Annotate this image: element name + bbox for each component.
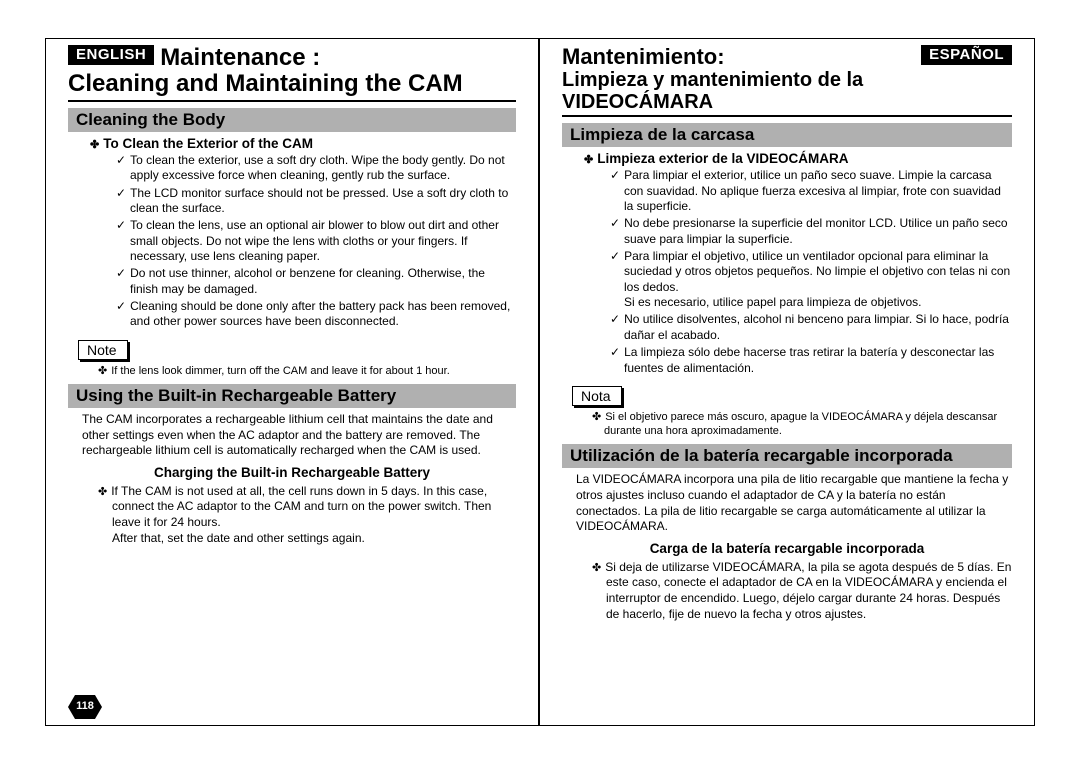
list-item: ✓ Para limpiar el exterior, utilice un pa… [610,168,1012,214]
list-item: ✓ To clean the exterior, use a soft dry c… [116,153,516,184]
diamond-icon: ✤ [90,139,99,151]
check-icon: ✓ [610,312,620,326]
section-head-battery-left: Using the Built-in Rechargeable Battery [68,384,516,408]
section-head-bateria: Utilización de la batería recargable inc… [562,444,1012,468]
diamond-icon: ✤ [98,486,107,498]
item-text: The LCD monitor surface should not be pr… [130,186,508,215]
item-text: No utilice disolventes, alcohol ni bence… [624,312,1009,341]
check-icon: ✓ [116,299,126,313]
title-line1-right: Mantenimiento: [562,45,725,69]
item-text: Para limpiar el objetivo, utilice un ven… [624,249,1010,309]
check-icon: ✓ [610,216,620,230]
check-icon: ✓ [116,218,126,232]
check-icon: ✓ [116,186,126,200]
note-item: ✤Si el objetivo parece más oscuro, apagu… [592,410,1012,439]
list-item: ✓ Cleaning should be done only after the … [116,299,516,330]
item-text: Si deja de utilizarse VIDEOCÁMARA, la pi… [605,560,1011,621]
battery-para-left: The CAM incorporates a rechargeable lith… [82,412,516,459]
subhead-clean-exterior: ✤ To Clean the Exterior of the CAM [90,136,516,151]
check-icon: ✓ [610,345,620,359]
item-text: La limpieza sólo debe hacerse tras retir… [624,345,994,374]
note-box-left: Note [78,340,128,360]
note-text: If the lens look dimmer, turn off the CA… [111,365,450,377]
lang-badge-english: ENGLISH [68,45,154,65]
title-line1-left: Maintenance : [160,45,320,71]
check-icon: ✓ [610,249,620,263]
subhead-limpieza-exterior: ✤ Limpieza exterior de la VIDEOCÁMARA [584,151,1012,166]
list-item: ✓ Do not use thinner, alcohol or benzene … [116,266,516,297]
item-text: Cleaning should be done only after the b… [130,299,510,328]
title-line2-left: Cleaning and Maintaining the CAM [68,71,516,101]
battery-para-right: La VIDEOCÁMARA incorpora una pila de lit… [576,472,1012,534]
item-text: Do not use thinner, alcohol or benzene f… [130,266,485,295]
note-text: Si el objetivo parece más oscuro, apague… [604,411,997,437]
title-row-right: Mantenimiento: ESPAÑOL [562,45,1012,69]
check-icon: ✓ [116,153,126,167]
list-item: ✓ No debe presionarse la superficie del m… [610,216,1012,247]
check-icon: ✓ [116,266,126,280]
check-icon: ✓ [610,168,620,182]
item-text: Para limpiar el exterior, utilice un pañ… [624,168,1001,213]
item-text: To clean the lens, use an optional air b… [130,218,499,263]
page-number: 118 [68,700,102,712]
item-text: No debe presionarse la superficie del mo… [624,216,1008,245]
diamond-icon: ✤ [584,154,593,166]
clean-list-left: ✓ To clean the exterior, use a soft dry c… [116,153,516,330]
note-box-right: Nota [572,386,622,406]
list-item: ✓ No utilice disolventes, alcohol ni benc… [610,312,1012,343]
clean-list-right: ✓ Para limpiar el exterior, utilice un pa… [610,168,1012,376]
section-head-limpieza: Limpieza de la carcasa [562,123,1012,147]
list-item: ✓ Para limpiar el objetivo, utilice un ve… [610,249,1012,310]
subhead-text-right1: Limpieza exterior de la VIDEOCÁMARA [597,151,848,166]
page-number-badge: 118 [68,695,102,719]
item-text: To clean the exterior, use a soft dry cl… [130,153,505,182]
title-row-left: ENGLISH Maintenance : [68,45,516,71]
charging-list-left: ✤ If The CAM is not used at all, the cell… [98,484,516,546]
list-item: ✤ If The CAM is not used at all, the cell… [98,484,516,546]
manual-page: ENGLISH Maintenance : Cleaning and Maint… [45,38,1035,726]
item-text: If The CAM is not used at all, the cell … [111,484,491,545]
diamond-icon: ✤ [592,411,601,423]
subhead-carga-right: Carga de la batería recargable incorpora… [562,541,1012,556]
charging-list-right: ✤ Si deja de utilizarse VIDEOCÁMARA, la p… [592,560,1012,622]
list-item: ✓ La limpieza sólo debe hacerse tras reti… [610,345,1012,376]
subhead-text-left1: To Clean the Exterior of the CAM [103,136,313,151]
list-item: ✤ Si deja de utilizarse VIDEOCÁMARA, la p… [592,560,1012,622]
list-item: ✓ To clean the lens, use an optional air … [116,218,516,264]
diamond-icon: ✤ [592,562,601,574]
note-item: ✤ If the lens look dimmer, turn off the C… [98,364,516,378]
note-list-left: ✤ If the lens look dimmer, turn off the C… [98,364,516,378]
right-column: Mantenimiento: ESPAÑOL Limpieza y manten… [540,39,1034,725]
left-column: ENGLISH Maintenance : Cleaning and Maint… [46,39,540,725]
subhead-charging-left: Charging the Built-in Rechargeable Batte… [68,465,516,480]
section-head-cleaning-body: Cleaning the Body [68,108,516,132]
note-list-right: ✤Si el objetivo parece más oscuro, apagu… [592,410,1012,439]
lang-badge-spanish: ESPAÑOL [921,45,1012,65]
list-item: ✓ The LCD monitor surface should not be p… [116,186,516,217]
diamond-icon: ✤ [98,365,107,377]
title-line2-right: Limpieza y mantenimiento de la VIDEOCÁMA… [562,69,1012,117]
